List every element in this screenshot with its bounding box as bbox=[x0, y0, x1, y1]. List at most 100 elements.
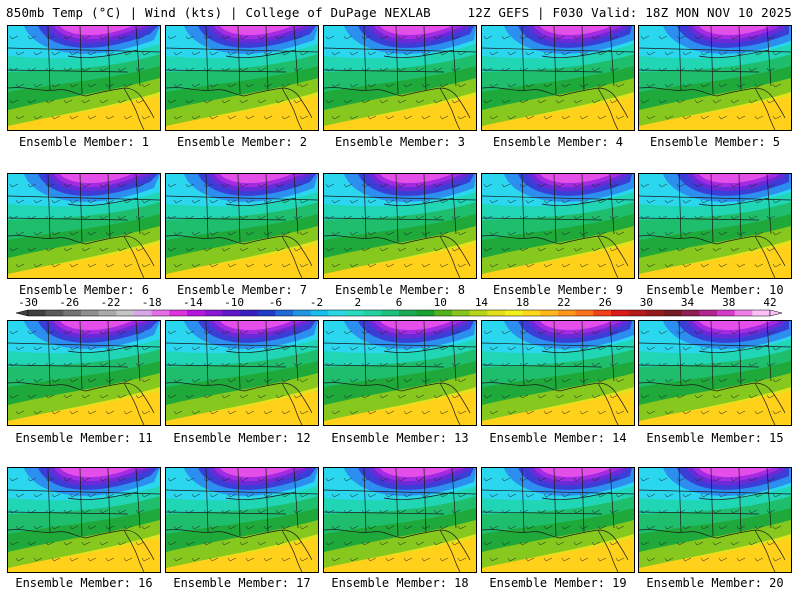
wind-barb bbox=[105, 199, 115, 204]
wind-barb bbox=[537, 35, 547, 40]
wind-barb bbox=[748, 183, 758, 188]
wind-barb bbox=[664, 493, 674, 498]
wind-barb bbox=[245, 231, 255, 236]
wind-barb bbox=[694, 477, 704, 482]
ensemble-map-panel bbox=[481, 173, 635, 279]
wind-barb bbox=[712, 247, 722, 252]
wind-barb bbox=[227, 346, 237, 351]
wind-barb bbox=[135, 247, 145, 252]
wind-barb bbox=[766, 330, 776, 335]
wind-barb bbox=[543, 115, 553, 120]
wind-barb bbox=[748, 35, 758, 40]
wind-barb bbox=[203, 541, 213, 546]
ensemble-map bbox=[8, 174, 160, 278]
wind-barb bbox=[658, 67, 668, 72]
map-border-line bbox=[639, 382, 786, 414]
wind-barb bbox=[45, 477, 55, 482]
colorbar-tick-label: 14 bbox=[475, 296, 489, 309]
wind-barb bbox=[433, 67, 443, 72]
map-border-line bbox=[521, 174, 525, 239]
wind-barb bbox=[573, 67, 583, 72]
wind-barb bbox=[439, 115, 449, 120]
wind-barb bbox=[561, 410, 571, 415]
map-border-line bbox=[439, 235, 461, 278]
wind-barb bbox=[658, 247, 668, 252]
wind-barb bbox=[397, 477, 407, 482]
map-border-line bbox=[738, 468, 742, 533]
wind-barb bbox=[754, 115, 764, 120]
map-border-line bbox=[8, 47, 160, 53]
wind-barb bbox=[123, 410, 133, 415]
wind-barb bbox=[331, 51, 341, 56]
wind-barb bbox=[81, 362, 91, 367]
wind-barb bbox=[525, 263, 535, 268]
wind-barb bbox=[293, 394, 303, 399]
wind-barb bbox=[718, 231, 728, 236]
wind-barb bbox=[439, 51, 449, 56]
wind-barb bbox=[105, 51, 115, 56]
colorbar-tick-label: 30 bbox=[640, 296, 653, 309]
wind-barb bbox=[483, 67, 493, 72]
wind-barb bbox=[99, 330, 109, 335]
wind-barb bbox=[257, 541, 267, 546]
wind-barb bbox=[403, 115, 413, 120]
wind-barb bbox=[658, 183, 668, 188]
wind-barb bbox=[421, 199, 431, 204]
wind-barb bbox=[331, 115, 341, 120]
wind-barb bbox=[489, 557, 499, 562]
wind-barb bbox=[349, 231, 359, 236]
wind-barb bbox=[45, 394, 55, 399]
map-border-line bbox=[47, 26, 51, 91]
wind-barb bbox=[361, 330, 371, 335]
wind-barb bbox=[221, 67, 231, 72]
ensemble-map-panel bbox=[165, 25, 319, 131]
wind-barb bbox=[123, 525, 133, 530]
map-border-line bbox=[698, 197, 770, 206]
wind-barb bbox=[63, 67, 73, 72]
wind-barb bbox=[281, 231, 291, 236]
wind-barb bbox=[191, 51, 201, 56]
map-border-line bbox=[581, 174, 585, 239]
wind-barb bbox=[361, 247, 371, 252]
wind-barb bbox=[239, 541, 249, 546]
temp-band-gold bbox=[324, 96, 476, 130]
map-border-line bbox=[710, 174, 714, 243]
wind-barb bbox=[27, 541, 37, 546]
ensemble-map-panel bbox=[7, 25, 161, 131]
wind-barb bbox=[123, 557, 133, 562]
wind-barb bbox=[299, 346, 309, 351]
map-border-line bbox=[541, 197, 613, 206]
wind-barb bbox=[525, 493, 535, 498]
wind-barb bbox=[561, 346, 571, 351]
wind-barb bbox=[415, 183, 425, 188]
wind-barb bbox=[99, 541, 109, 546]
wind-barb bbox=[519, 183, 529, 188]
wind-barb bbox=[361, 477, 371, 482]
wind-barb bbox=[69, 557, 79, 562]
map-border-line bbox=[281, 382, 303, 425]
wind-barb bbox=[615, 115, 625, 120]
wind-barb bbox=[501, 215, 511, 220]
wind-barb bbox=[367, 83, 377, 88]
wind-barb bbox=[331, 493, 341, 498]
temp-band-gold bbox=[8, 538, 160, 572]
wind-barb bbox=[573, 477, 583, 482]
wind-barb bbox=[439, 410, 449, 415]
map-border-line bbox=[738, 26, 742, 91]
wind-barb bbox=[561, 51, 571, 56]
wind-barb bbox=[433, 509, 443, 514]
wind-barb bbox=[555, 509, 565, 514]
wind-barb bbox=[239, 477, 249, 482]
wind-barb bbox=[421, 263, 431, 268]
wind-barb bbox=[483, 247, 493, 252]
wind-barb bbox=[105, 410, 115, 415]
temp-band-magenta bbox=[60, 468, 132, 478]
wind-barb bbox=[489, 410, 499, 415]
wind-barb bbox=[397, 215, 407, 220]
wind-barb bbox=[433, 362, 443, 367]
wind-barb bbox=[597, 263, 607, 268]
wind-barb bbox=[772, 83, 782, 88]
ensemble-map-panel bbox=[323, 467, 477, 573]
wind-barb bbox=[591, 394, 601, 399]
wind-barb bbox=[640, 362, 650, 367]
